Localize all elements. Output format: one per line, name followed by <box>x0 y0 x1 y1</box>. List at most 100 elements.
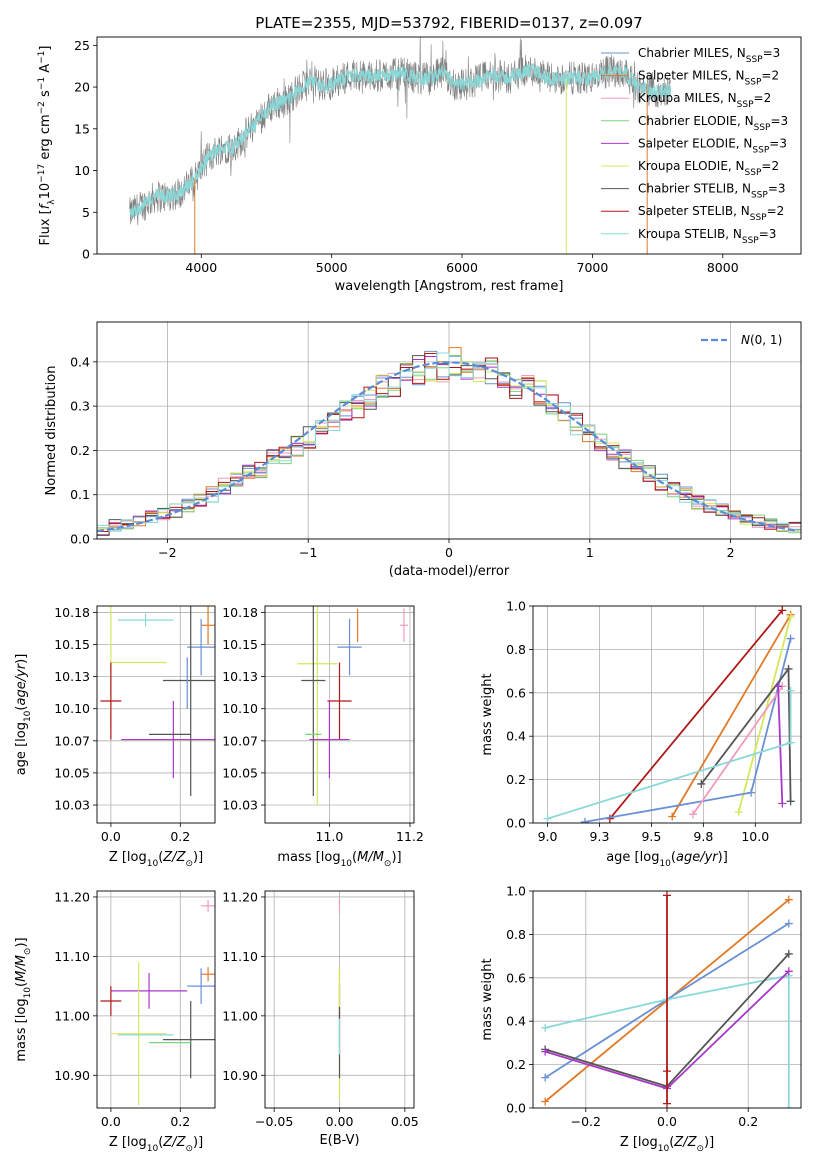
label-part: )] <box>14 654 29 664</box>
errorbar-salpeter_stelib <box>100 986 122 1016</box>
label-part: f <box>38 202 53 209</box>
weight-line-kroupa_stelib <box>544 974 790 1108</box>
label-part: Z/Z <box>162 1135 186 1150</box>
errorbar-chabrier_miles <box>337 618 362 676</box>
label-part: (0, 1) <box>750 333 782 347</box>
y-tick-label: 10.07 <box>222 733 258 748</box>
x-tick-label: 0.05 <box>391 1114 419 1129</box>
y-tick-label: 5 <box>82 205 90 220</box>
plot-area <box>97 891 215 1108</box>
label-part: =3 <box>768 182 786 196</box>
x-axis-label: age [log10(age/yr)] <box>606 850 728 869</box>
panel-residuals: −2 −1 0 1 2 0.0 0.1 0.2 0.3 0.4 N(0, 1) (data-model… <box>44 321 802 579</box>
weight-marker-salpeter_stelib <box>778 606 787 615</box>
y-axis-label: Normed distribution <box>44 366 59 496</box>
errorbar-chabrier_stelib <box>162 606 215 797</box>
y-tick-label: 1.0 <box>506 599 526 614</box>
y-tick-label: 10.05 <box>222 765 258 780</box>
label-part: =3 <box>759 227 777 241</box>
label-part: Kroupa MILES, N <box>638 91 737 105</box>
label-part: −1 <box>37 77 47 90</box>
label-part: ⊙ <box>185 1144 193 1154</box>
y-tick-label: 11.20 <box>222 889 258 904</box>
weight-marker-salpeter_stelib <box>663 891 671 900</box>
label-part: ( <box>671 850 676 865</box>
label-part: 10 <box>38 183 53 200</box>
panel-mass_vs_ebv: −0.05 0.00 0.05 10.90 11.00 11.10 11.20 E(B-V) <box>222 889 419 1148</box>
weight-marker-chabrier_stelib <box>786 797 795 806</box>
panel-spectrum: 4000 5000 6000 7000 8000 0 5 10 15 20 25 Chabrier M… <box>37 36 802 294</box>
x-tick-label: −0.2 <box>571 1114 601 1129</box>
y-tick-label: 15 <box>74 121 90 136</box>
label-part: ( <box>158 1135 163 1150</box>
label-part: 10 <box>23 987 33 999</box>
label-part: 10 <box>341 859 353 869</box>
histogram-kroupa_stelib <box>97 352 801 533</box>
label-part: )] <box>391 850 401 865</box>
legend-label-kroupa_miles: Kroupa MILES, NSSP=2 <box>638 91 771 110</box>
errorbar-salpeter_elodie <box>110 973 188 1009</box>
axes-frame <box>96 890 216 1109</box>
label-part: M/M <box>14 955 29 982</box>
weight-marker-salpeter_stelib <box>663 1099 671 1108</box>
x-tick-label: −2 <box>158 545 176 560</box>
y-axis-label: age [log10(age/yr)] <box>14 654 33 776</box>
label-part: SSP <box>746 55 763 65</box>
y-tick-label: 10.15 <box>222 637 258 652</box>
x-tick-label: 6000 <box>446 260 478 275</box>
panel-age_vs_mass: 11.0 11.2 10.03 10.05 10.07 10.10 10.13 10.15 10… <box>222 605 424 869</box>
label-part: A <box>38 64 53 77</box>
weight-marker-salpeter_miles <box>541 1097 550 1106</box>
label-part: Salpeter ELODIE, N <box>638 136 752 150</box>
label-part: SSP <box>751 191 768 201</box>
y-tick-label: 0.0 <box>70 532 90 547</box>
label-part: ⊙ <box>696 1144 704 1154</box>
label-part: 10 <box>147 1144 159 1154</box>
plot-area <box>533 891 801 1108</box>
x-tick-label: 11.0 <box>316 829 344 844</box>
label-part: Chabrier ELODIE, N <box>638 114 754 128</box>
label-part: −17 <box>37 164 47 183</box>
panel-weight_vs_Z: −0.2 0.0 0.2 0.0 0.2 0.4 0.6 0.8 1.0 Z [log10(Z/Z… <box>480 884 802 1154</box>
label-part: ⊙ <box>384 859 392 869</box>
axes-frame <box>96 321 802 540</box>
y-tick-label: 0.2 <box>506 772 526 787</box>
axes-frame <box>96 605 216 824</box>
plot-area <box>533 606 801 823</box>
errorbar-kroupa_miles <box>399 608 408 642</box>
model-spectrum-kroupa-stelib <box>129 63 671 219</box>
y-tick-label: 10.10 <box>54 701 90 716</box>
y-tick-label: 0.8 <box>506 642 526 657</box>
y-axis-label: mass [log10(M/M⊙)] <box>14 937 33 1061</box>
y-tick-label: 10.07 <box>54 733 90 748</box>
x-tick-label: 0.00 <box>326 1114 354 1129</box>
weight-marker-kroupa_elodie <box>734 808 743 817</box>
weight-marker-chabrier_stelib <box>697 779 706 788</box>
x-tick-label: 0 <box>445 545 453 560</box>
errorbar-kroupa_elodie <box>297 606 338 806</box>
errorbar-salpeter_miles <box>201 606 215 645</box>
label-part: )] <box>704 1135 714 1150</box>
weight-line-kroupa_stelib <box>547 690 792 820</box>
legend-label-normal: N(0, 1) <box>741 333 782 347</box>
label-part: =2 <box>767 204 785 218</box>
y-tick-label: 0.4 <box>506 1014 526 1029</box>
y-tick-label: 0.2 <box>506 1057 526 1072</box>
label-part: Salpeter STELIB, N <box>638 204 750 218</box>
x-tick-label: 2 <box>727 545 735 560</box>
weight-marker-kroupa_elodie <box>786 612 795 621</box>
label-part: )] <box>14 937 29 947</box>
axes-frame <box>264 605 415 824</box>
model-spectrum-salpeter-stelib <box>129 63 671 219</box>
x-tick-label: 0.2 <box>170 1114 190 1129</box>
weight-marker-salpeter_elodie <box>778 799 787 808</box>
axes-frame <box>532 890 802 1109</box>
x-tick-label: 7000 <box>577 260 609 275</box>
label-part: erg cm <box>38 114 53 163</box>
legend-label-chabrier_elodie: Chabrier ELODIE, NSSP=3 <box>638 114 788 133</box>
label-part: ( <box>669 1135 674 1150</box>
weight-marker-salpeter_miles <box>784 895 793 904</box>
label-part: SSP <box>754 123 771 133</box>
